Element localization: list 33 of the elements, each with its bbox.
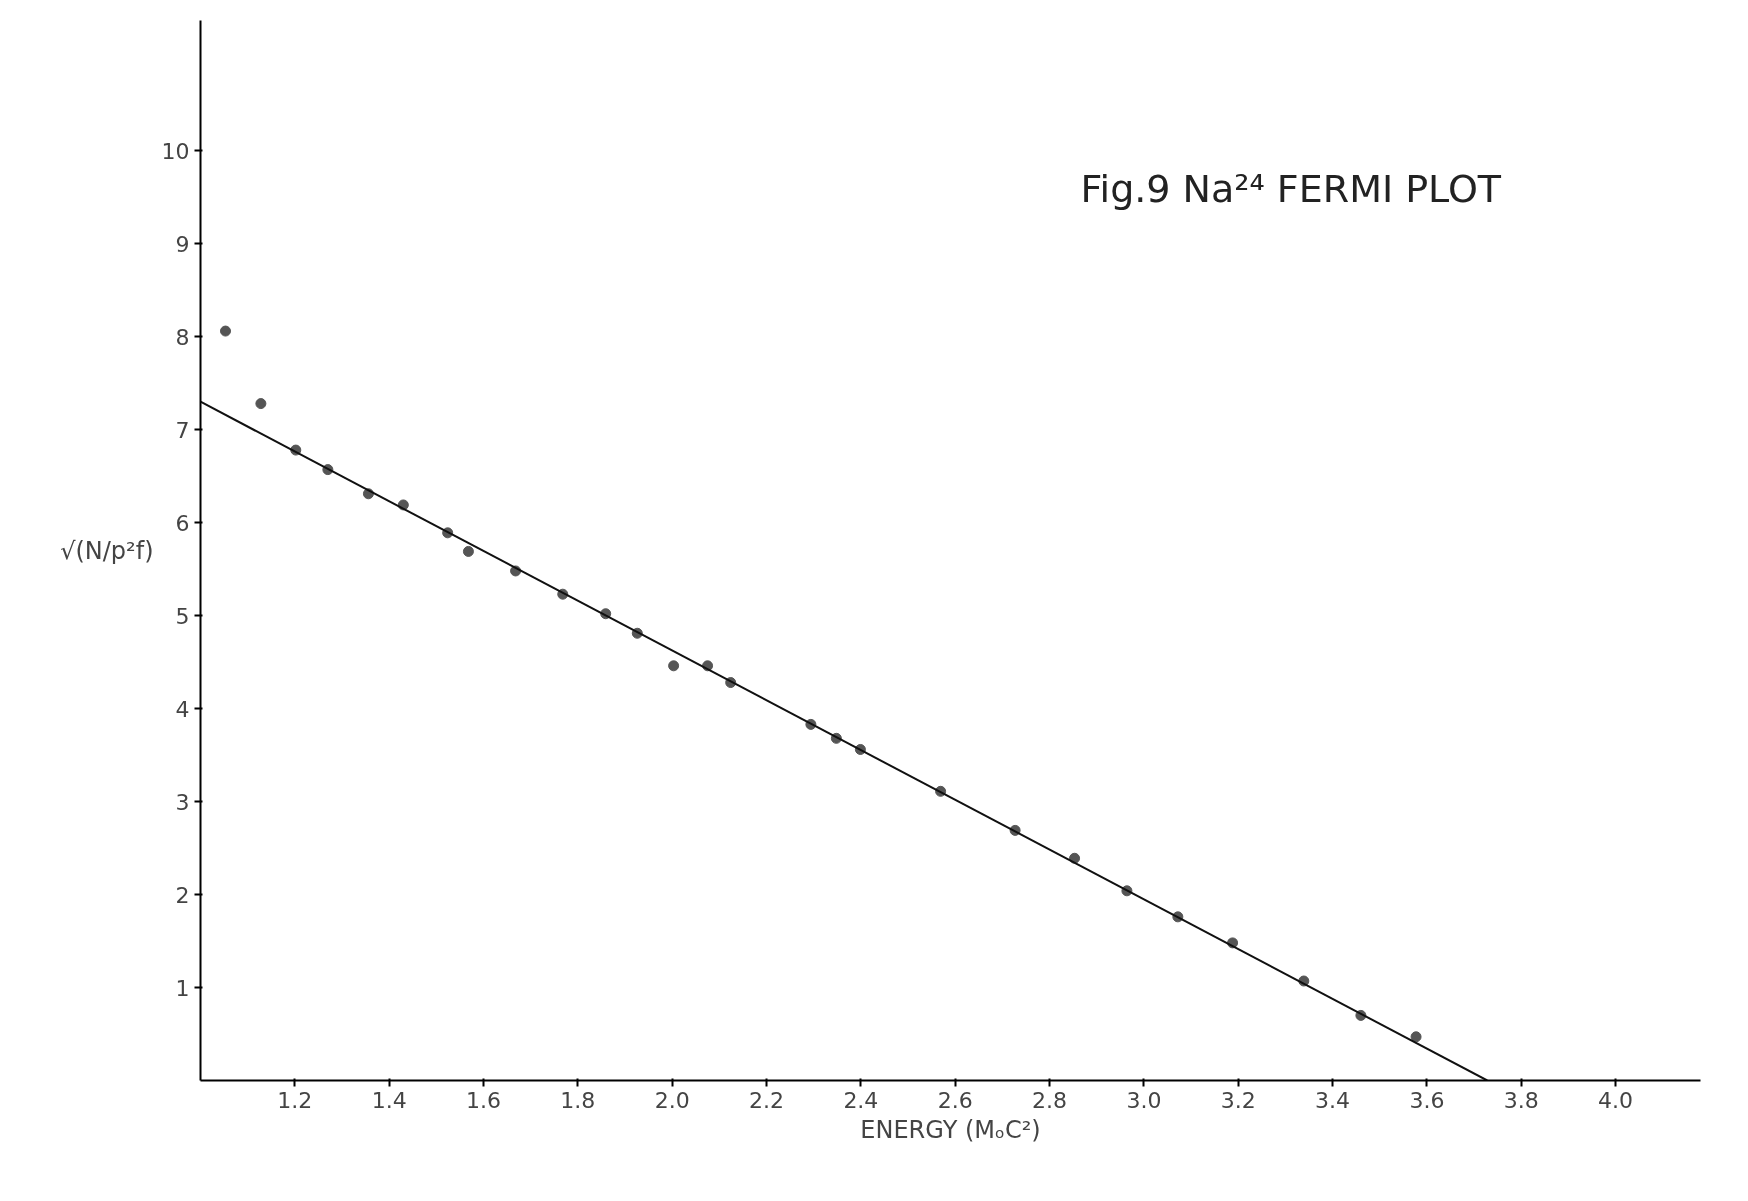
x-tick-label: 3.6 [1409, 1087, 1445, 1113]
point [1410, 1031, 1422, 1043]
y-tick-label: 8 [175, 324, 190, 350]
x-tick-label: 2.8 [1032, 1087, 1068, 1113]
y-tick-label: 3 [175, 789, 190, 815]
y-tick-label: 6 [175, 510, 190, 536]
point [462, 545, 474, 557]
point [668, 660, 680, 672]
x-tick-label: 3.4 [1315, 1087, 1351, 1113]
x-tick-label: 1.6 [466, 1087, 502, 1113]
y-tick-label: 4 [175, 696, 190, 722]
point [255, 398, 267, 410]
x-tick-label: 2.2 [749, 1087, 785, 1113]
x-tick-label: 2.6 [937, 1087, 973, 1113]
text: Fig.9 Na²⁴ FERMI PLOT [1080, 166, 1502, 211]
x-tick-label: 1.8 [560, 1087, 596, 1113]
x-tick-label: 4.0 [1598, 1087, 1634, 1113]
x-tick-label: 1.2 [277, 1087, 313, 1113]
x-tick-label: 3.0 [1126, 1087, 1162, 1113]
x-tick-label: 2.0 [654, 1087, 690, 1113]
x-tick-label: 3.8 [1503, 1087, 1539, 1113]
y-axis-title: √(N/p²f) [60, 536, 154, 565]
y-tick-label: 2 [175, 882, 190, 908]
x-tick-label: 3.2 [1220, 1087, 1256, 1113]
y-tick-label: 1 [175, 975, 190, 1001]
y-tick-label: 9 [175, 231, 190, 257]
x-tick-label: 1.4 [371, 1087, 407, 1113]
y-tick-label: 5 [175, 603, 190, 629]
x-tick-label: 2.4 [843, 1087, 879, 1113]
x-axis-title: ENERGY (MₒC²) [860, 1115, 1041, 1144]
point [220, 325, 231, 337]
y-tick-label: 10 [161, 138, 190, 164]
y-tick-label: 7 [175, 417, 190, 443]
